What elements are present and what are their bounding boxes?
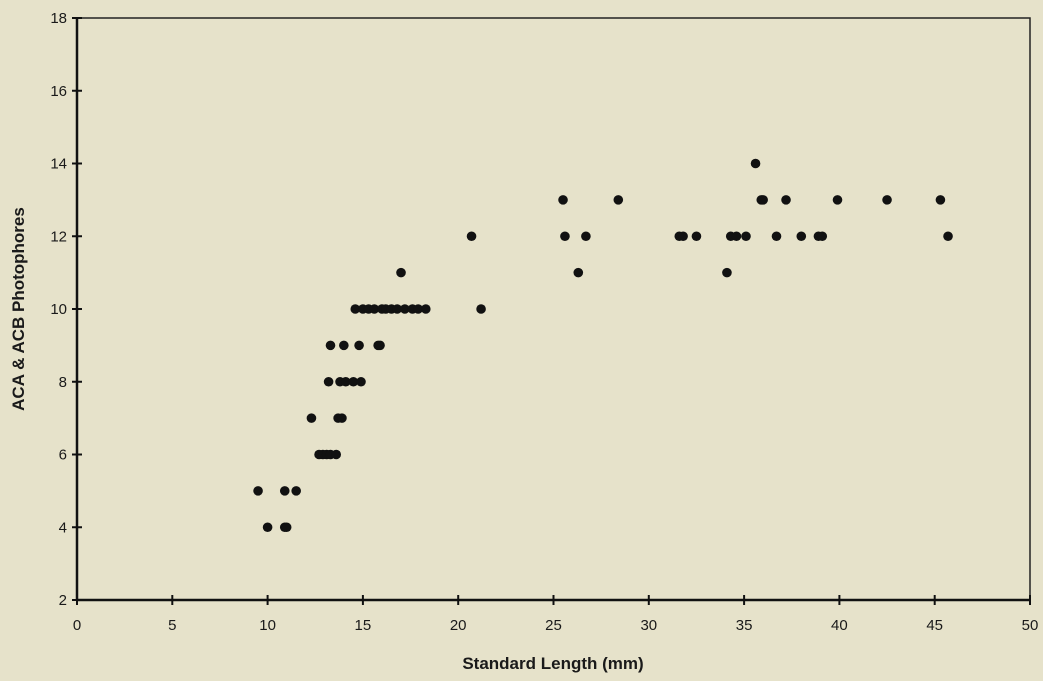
scatter-point [400, 304, 410, 314]
scatter-point [781, 195, 791, 205]
scatter-point [281, 522, 292, 533]
y-tick-label: 2 [59, 592, 67, 609]
x-tick-label: 5 [168, 617, 176, 634]
y-tick-label: 12 [50, 228, 67, 245]
x-tick-label: 10 [259, 617, 276, 634]
scatter-point [291, 486, 301, 496]
x-tick-label: 45 [926, 617, 943, 634]
scatter-point [392, 304, 403, 314]
y-axis-title: ACA & ACB Photophores [9, 207, 28, 411]
scatter-point [832, 195, 843, 205]
scatter-point [678, 231, 688, 242]
scatter-point [558, 195, 568, 205]
scatter-point [560, 231, 570, 242]
x-axis-title: Standard Length (mm) [462, 654, 643, 673]
x-tick-label: 50 [1022, 617, 1039, 634]
x-tick-label: 30 [640, 617, 657, 634]
y-tick-label: 10 [50, 301, 67, 318]
scatter-point [354, 340, 364, 351]
scatter-point [262, 522, 273, 533]
scatter-point [758, 195, 768, 205]
scatter-point [935, 195, 946, 205]
scatter-point [581, 231, 591, 242]
x-tick-label: 20 [450, 617, 467, 634]
scatter-point [691, 231, 702, 242]
x-tick-label: 15 [355, 617, 372, 634]
scatter-point [306, 413, 317, 423]
y-axis-ticks: 2 4 6 8 10 12 14 16 18 [50, 10, 82, 609]
x-tick-label: 35 [736, 617, 753, 634]
x-tick-label: 25 [545, 617, 562, 634]
scatter-point [817, 231, 828, 242]
scatter-point [943, 231, 953, 242]
scatter-point [750, 158, 761, 169]
scatter-point [350, 304, 361, 314]
x-axis-ticks: 0 5 10 15 20 25 30 35 40 45 50 [73, 595, 1039, 634]
data-points [253, 158, 953, 533]
scatter-point [348, 376, 359, 387]
y-tick-label: 18 [50, 10, 67, 27]
y-tick-label: 16 [50, 83, 67, 100]
scatter-point [731, 231, 742, 242]
x-tick-label: 0 [73, 617, 81, 634]
scatter-point [339, 340, 349, 351]
y-tick-label: 4 [59, 519, 67, 536]
scatter-point [396, 267, 406, 278]
scatter-point [279, 486, 290, 496]
x-tick-label: 40 [831, 617, 848, 634]
y-tick-label: 8 [59, 374, 67, 391]
scatter-point [356, 376, 366, 387]
scatter-point [741, 231, 751, 242]
scatter-point [323, 376, 334, 387]
scatter-point [882, 195, 892, 205]
scatter-point [375, 340, 385, 351]
y-tick-label: 6 [59, 447, 67, 464]
scatter-point [337, 413, 347, 423]
scatter-point [722, 267, 732, 278]
scatter-point [796, 231, 807, 242]
scatter-point [340, 376, 351, 387]
scatter-point [613, 195, 624, 205]
scatter-point [476, 304, 486, 314]
scatter-point [466, 231, 477, 242]
scatter-point [325, 340, 336, 351]
scatter-point [253, 486, 263, 496]
scatter-point [369, 304, 380, 314]
plot-area [76, 17, 1031, 601]
scatter-point [420, 304, 431, 314]
y-tick-label: 14 [50, 156, 67, 173]
scatter-point [413, 304, 423, 314]
scatter-point [331, 449, 342, 460]
scatter-point [573, 267, 584, 278]
scatter-point [771, 231, 782, 242]
